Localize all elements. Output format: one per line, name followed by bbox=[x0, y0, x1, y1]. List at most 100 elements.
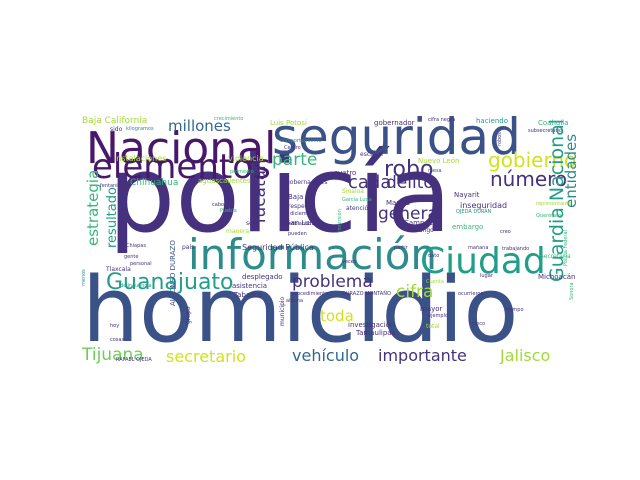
word-seguridad: seguridad bbox=[272, 114, 521, 166]
word-sonora: Sonora bbox=[569, 282, 575, 300]
word-trabajando: trabajando bbox=[502, 246, 530, 252]
word-marina: Marina bbox=[386, 199, 410, 207]
word-cuatro: cuatro bbox=[334, 169, 357, 177]
word-cada: cada bbox=[348, 172, 392, 193]
word-seis: seis bbox=[246, 220, 258, 227]
word-cuenta: Cuenta bbox=[426, 279, 444, 285]
word-durazo-montano: DURAZO MONTAÑO bbox=[342, 291, 391, 297]
word-guanajuato: Guanajuato bbox=[106, 270, 234, 295]
word-tabasco: Tabasco bbox=[234, 291, 262, 299]
word-estrategia: estrategia bbox=[84, 169, 102, 246]
word-personal: personal bbox=[130, 261, 152, 267]
word-hablando: hablando bbox=[288, 221, 312, 227]
word-representante: representante bbox=[536, 201, 572, 207]
word-pais: país bbox=[182, 244, 195, 251]
word-inversion: inversión bbox=[337, 209, 343, 232]
word-comportamiento: comportamiento bbox=[280, 138, 322, 144]
word-veces: veces bbox=[342, 259, 357, 265]
word-numero: número bbox=[490, 167, 568, 191]
word-respecto: respecto bbox=[288, 203, 314, 210]
word-mesa: mesa bbox=[428, 168, 442, 174]
word-grupo: grupo bbox=[185, 306, 192, 324]
word-sinaloa: Sinaloa bbox=[342, 188, 364, 195]
word-lugar: lugar bbox=[480, 273, 493, 279]
word-general: general bbox=[378, 204, 443, 224]
word-puebla: Puebla bbox=[220, 208, 237, 214]
word-chiapas: Chiapas bbox=[126, 243, 146, 249]
word-aguascalientes: aguascalientes bbox=[198, 177, 251, 185]
word-gobernadores: gobernadores bbox=[286, 179, 328, 186]
word-durango: Durango bbox=[408, 227, 434, 234]
word-coahuila: Coahuila bbox=[538, 119, 569, 127]
word-atencion: atención bbox=[346, 205, 372, 212]
word-alguna: alguna bbox=[286, 298, 304, 304]
word-fentanilo: fentanilo bbox=[100, 183, 123, 189]
word-manera: manera bbox=[226, 228, 250, 235]
word-crecimiento: crecimiento bbox=[214, 116, 244, 122]
word-embargo: embargo bbox=[452, 223, 484, 231]
word-total: total bbox=[426, 323, 440, 330]
word-cosas: cosas bbox=[110, 337, 125, 343]
word-promedio: promedio bbox=[230, 169, 254, 175]
word-gente: gente bbox=[124, 254, 139, 260]
word-ejemplo: ejemplo bbox=[428, 313, 449, 319]
word-desplegado: desplegado bbox=[242, 273, 283, 281]
word-jalisco: Jalisco bbox=[500, 346, 551, 364]
word-policia: policía bbox=[108, 133, 452, 256]
word-michoacan: Michoacán bbox=[538, 273, 576, 281]
word-creo: creo bbox=[500, 229, 511, 235]
word-vehiculo: vehículo bbox=[292, 346, 360, 364]
word-delito: delito bbox=[386, 173, 434, 193]
word-yucatan: Yucatán bbox=[250, 159, 270, 226]
word-kilogramos: kilogramos bbox=[126, 126, 154, 132]
word-escalon: escalón bbox=[360, 151, 383, 158]
word-nacional: Nacional bbox=[86, 123, 277, 174]
word-toda: toda bbox=[320, 307, 354, 325]
word-subsecretario: subsecretario bbox=[528, 128, 562, 134]
word-instalaciones: instalaciones bbox=[114, 154, 167, 163]
word-luis-potosi: Luis Potosí bbox=[270, 119, 307, 127]
word-campeche: Campeche bbox=[404, 219, 442, 227]
word-cabo: cabo bbox=[212, 202, 225, 208]
word-informacion: información bbox=[188, 230, 438, 279]
word-secretaria: Secretaría bbox=[540, 253, 571, 260]
word-secretario: secretario bbox=[166, 347, 246, 365]
word-asistencia: asistencia bbox=[232, 282, 268, 290]
word-ocurrieron: ocurrieron bbox=[458, 291, 484, 297]
word-robo: robo bbox=[384, 157, 434, 182]
word-robos: robos bbox=[497, 132, 503, 146]
word-cloud: policía homicidio seguridad Nacional ele… bbox=[80, 114, 580, 364]
word-ojeda-duran: OJEDA DURÁN bbox=[456, 209, 492, 215]
word-mayor: mayor bbox=[420, 305, 443, 313]
word-tamaulipas: Tamaulipas bbox=[356, 329, 396, 337]
word-investigacion: investigación bbox=[348, 321, 395, 329]
word-menos: menos bbox=[81, 269, 87, 286]
word-queretaro: Querétaro bbox=[536, 213, 562, 219]
word-rafael-ojeda: RAFAEL OJEDA bbox=[116, 357, 152, 363]
word-elementos: elementos bbox=[92, 147, 271, 187]
word-diciembre: diciembre bbox=[290, 211, 315, 217]
word-inseguridad: inseguridad bbox=[460, 201, 508, 210]
word-importante: importante bbox=[378, 346, 467, 364]
word-chihuahua: Chihuahua bbox=[130, 178, 179, 188]
word-problema: problema bbox=[292, 272, 373, 292]
word-violencia: violencia bbox=[228, 154, 264, 163]
word-tiempo: tiempo bbox=[506, 307, 524, 313]
word-baja-california: Baja California bbox=[82, 116, 148, 126]
word-procedimiento: procedimiento bbox=[292, 291, 329, 297]
word-partir: partir bbox=[394, 245, 408, 251]
word-pueden: pueden bbox=[288, 231, 307, 237]
word-resultado: resultado bbox=[105, 187, 120, 248]
word-cifra-negra: cifra negra bbox=[428, 117, 456, 123]
word-baja: Baja bbox=[288, 193, 304, 201]
word-haciendo: haciendo bbox=[476, 117, 508, 125]
word-manana: mañana bbox=[468, 245, 489, 251]
word-san-luis: San Luis bbox=[286, 219, 316, 227]
word-millones: millones bbox=[168, 117, 231, 135]
word-tijuana: Tijuana bbox=[82, 345, 144, 364]
word-hoy: hoy bbox=[110, 323, 120, 329]
word-tlaxcala: Tlaxcala bbox=[106, 266, 131, 273]
word-nuevo-leon: Nuevo León bbox=[418, 157, 460, 165]
word-entidades: entidades bbox=[562, 133, 580, 208]
word-cifra: cifra bbox=[396, 282, 434, 302]
